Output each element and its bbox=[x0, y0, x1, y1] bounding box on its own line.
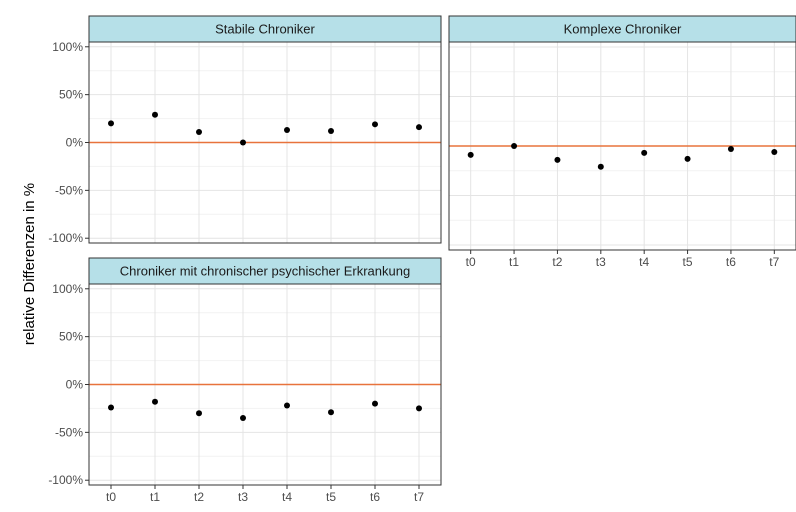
panels-layer: Stabile Chroniker -100% -50% 0% 50% 100% Kompl… bbox=[48, 15, 796, 504]
data-point-t7 bbox=[416, 124, 422, 131]
y-tick-label: -50% bbox=[55, 183, 83, 197]
x-tick-label-t0: t0 bbox=[106, 490, 116, 504]
data-point-t7 bbox=[416, 405, 422, 412]
data-point-t2 bbox=[196, 410, 202, 417]
data-point-t1 bbox=[152, 111, 158, 118]
x-tick-label-t6: t6 bbox=[726, 255, 736, 269]
data-point-t1 bbox=[152, 398, 158, 405]
panel-title: Chroniker mit chronischer psychischer Er… bbox=[120, 264, 410, 279]
panel-border bbox=[448, 41, 796, 251]
y-tick-label: 50% bbox=[59, 330, 83, 344]
panel-strip bbox=[88, 257, 442, 285]
data-point-t2 bbox=[196, 128, 202, 135]
x-tick-label-t7: t7 bbox=[769, 255, 779, 269]
x-tick-label-t4: t4 bbox=[639, 255, 649, 269]
data-point-t4 bbox=[284, 127, 290, 134]
panel-title: Komplexe Chroniker bbox=[564, 22, 682, 37]
y-tick-label: -100% bbox=[48, 473, 83, 487]
x-tick-label-t5: t5 bbox=[326, 490, 336, 504]
x-tick-label-t3: t3 bbox=[238, 490, 248, 504]
x-tick-label-t0: t0 bbox=[466, 255, 476, 269]
x-tick-label-t2: t2 bbox=[552, 255, 562, 269]
y-tick-label: -100% bbox=[48, 231, 83, 245]
x-tick-label-t2: t2 bbox=[194, 490, 204, 504]
x-tick-label-t1: t1 bbox=[509, 255, 519, 269]
panel-3: Chroniker mit chronischer psychischer Er… bbox=[48, 257, 442, 504]
data-point-t6 bbox=[727, 145, 734, 152]
data-point-t5 bbox=[328, 409, 334, 416]
x-tick-label-t1: t1 bbox=[150, 490, 160, 504]
data-point-t7 bbox=[771, 148, 778, 155]
data-point-t2 bbox=[554, 156, 561, 163]
data-point-t5 bbox=[684, 155, 691, 162]
data-point-t0 bbox=[467, 151, 474, 158]
data-point-t3 bbox=[240, 139, 246, 146]
x-tick-label-t5: t5 bbox=[683, 255, 693, 269]
y-tick-label: -50% bbox=[55, 425, 83, 439]
y-tick-label: 100% bbox=[52, 40, 83, 54]
data-point-t5 bbox=[328, 128, 334, 135]
y-tick-label: 50% bbox=[59, 88, 83, 102]
panel-2: Komplexe Chroniker t0 t1 t2 t3 t4 t5 t6 t7 bbox=[448, 15, 796, 269]
y-tick-label: 0% bbox=[66, 136, 84, 150]
data-point-t1 bbox=[511, 143, 518, 149]
data-point-t6 bbox=[372, 121, 378, 128]
data-point-t3 bbox=[240, 415, 246, 421]
data-point-t0 bbox=[108, 120, 114, 127]
panel-title: Stabile Chroniker bbox=[215, 22, 315, 37]
data-point-t6 bbox=[372, 400, 378, 407]
x-tick-label-t3: t3 bbox=[596, 255, 606, 269]
data-point-t4 bbox=[284, 402, 290, 409]
panel-strip bbox=[88, 15, 442, 43]
panel-1: Stabile Chroniker -100% -50% 0% 50% 100% bbox=[48, 15, 442, 245]
y-axis-label: relative Differenzen in % bbox=[21, 183, 38, 345]
x-tick-label-t4: t4 bbox=[282, 490, 292, 504]
y-tick-label: 100% bbox=[52, 282, 83, 296]
y-tick-label: 0% bbox=[66, 378, 84, 392]
panel-strip bbox=[448, 15, 796, 43]
x-tick-label-t7: t7 bbox=[414, 490, 424, 504]
x-tick-label-t6: t6 bbox=[370, 490, 380, 504]
data-point-t4 bbox=[641, 149, 648, 156]
data-point-t3 bbox=[597, 163, 604, 170]
data-point-t0 bbox=[108, 404, 114, 411]
